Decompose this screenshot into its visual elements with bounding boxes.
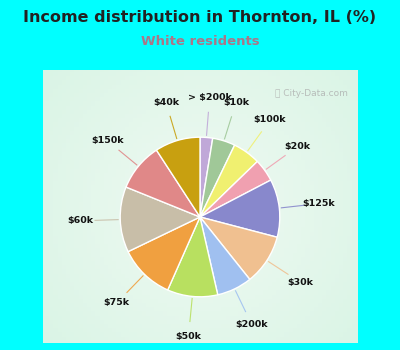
Wedge shape [200, 217, 277, 279]
Wedge shape [200, 137, 213, 217]
Text: $200k: $200k [236, 320, 268, 329]
Wedge shape [128, 217, 200, 290]
Wedge shape [168, 217, 218, 297]
Text: White residents: White residents [141, 35, 259, 48]
Text: $150k: $150k [91, 136, 124, 145]
Text: > $200k: > $200k [188, 93, 232, 102]
Wedge shape [126, 150, 200, 217]
Wedge shape [120, 187, 200, 252]
Text: ⓘ City-Data.com: ⓘ City-Data.com [275, 89, 348, 98]
Text: $40k: $40k [153, 98, 179, 107]
Wedge shape [200, 138, 235, 217]
Text: $20k: $20k [284, 142, 310, 152]
Wedge shape [200, 145, 257, 217]
Wedge shape [156, 137, 200, 217]
Text: $60k: $60k [67, 216, 94, 225]
Wedge shape [200, 217, 250, 295]
Wedge shape [200, 161, 271, 217]
Wedge shape [200, 180, 280, 237]
Text: Income distribution in Thornton, IL (%): Income distribution in Thornton, IL (%) [24, 10, 376, 26]
Text: $125k: $125k [302, 199, 335, 208]
Text: $10k: $10k [223, 98, 249, 107]
Text: $100k: $100k [254, 116, 286, 125]
Text: $50k: $50k [176, 332, 202, 341]
Text: $30k: $30k [287, 278, 313, 287]
Text: $75k: $75k [104, 299, 130, 308]
